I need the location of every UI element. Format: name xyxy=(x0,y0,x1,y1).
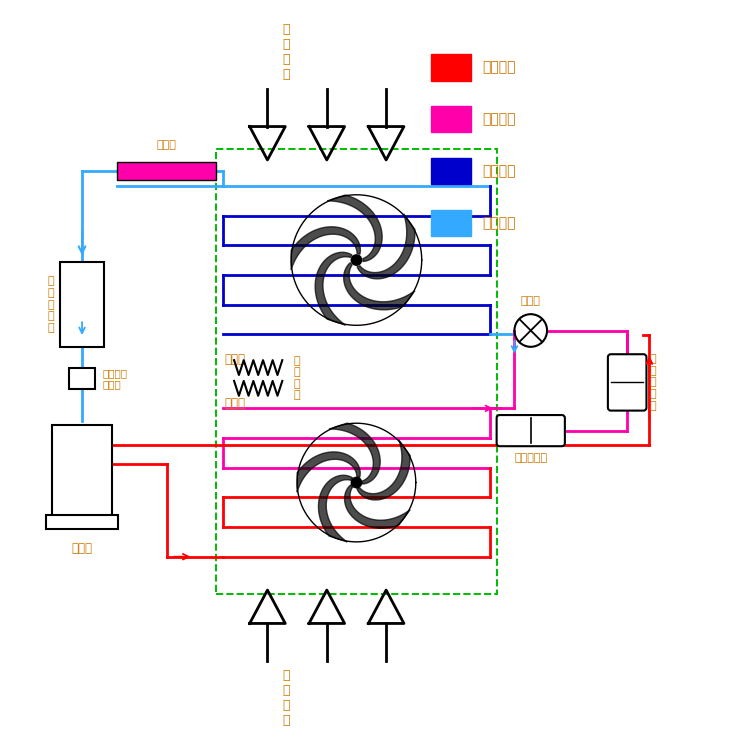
Text: 避震管: 避震管 xyxy=(156,140,176,150)
Bar xyxy=(46,515,118,529)
Polygon shape xyxy=(357,214,415,279)
Text: 处
理
风
出: 处 理 风 出 xyxy=(282,669,290,727)
Bar xyxy=(69,368,95,389)
Bar xyxy=(215,148,497,594)
Bar xyxy=(430,106,472,133)
Polygon shape xyxy=(319,476,352,542)
FancyBboxPatch shape xyxy=(496,415,565,446)
Text: 特制过滤器: 特制过滤器 xyxy=(514,453,548,463)
Polygon shape xyxy=(315,252,352,325)
Polygon shape xyxy=(297,452,360,492)
Polygon shape xyxy=(329,423,380,484)
Polygon shape xyxy=(327,195,382,262)
Text: 低压液态: 低压液态 xyxy=(482,164,516,178)
Bar xyxy=(53,424,112,521)
Bar xyxy=(430,209,472,236)
Text: 高压气态: 高压气态 xyxy=(482,60,516,74)
Bar xyxy=(117,162,215,180)
Text: 低压开关
保护器: 低压开关 保护器 xyxy=(103,368,128,389)
Circle shape xyxy=(351,477,361,488)
Circle shape xyxy=(351,255,361,266)
FancyBboxPatch shape xyxy=(608,354,646,410)
Bar xyxy=(430,54,472,80)
Polygon shape xyxy=(344,262,415,310)
Bar xyxy=(430,158,472,184)
Text: 高压液态: 高压液态 xyxy=(482,112,516,126)
Text: 管
道
过
滤
器: 管 道 过 滤 器 xyxy=(650,354,656,410)
Polygon shape xyxy=(357,440,410,500)
Polygon shape xyxy=(344,484,410,528)
Text: 处
理
风
进: 处 理 风 进 xyxy=(282,23,290,82)
Polygon shape xyxy=(291,226,361,270)
Text: 蒸发器: 蒸发器 xyxy=(224,352,245,366)
Text: 加
热
装
置: 加 热 装 置 xyxy=(293,356,300,401)
Text: 节流阀: 节流阀 xyxy=(520,296,541,306)
Text: 压缩机: 压缩机 xyxy=(71,542,92,555)
Text: 冷凝器: 冷凝器 xyxy=(224,398,245,410)
Bar xyxy=(60,262,104,347)
Text: 低压气态: 低压气态 xyxy=(482,216,516,230)
Text: 气
液
分
离
器: 气 液 分 离 器 xyxy=(47,276,54,333)
